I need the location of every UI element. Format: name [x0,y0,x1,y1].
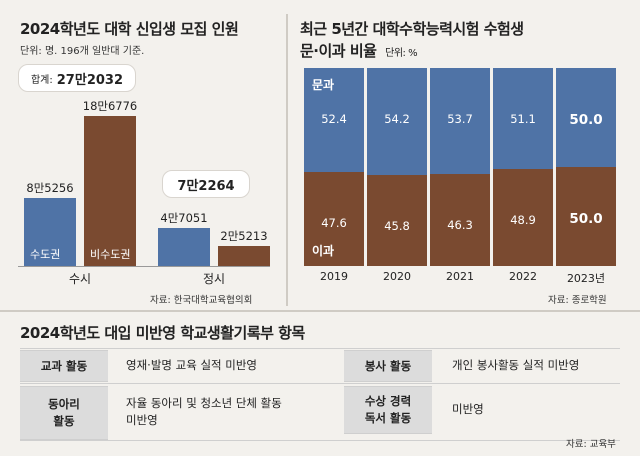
series-label-문과: 문과 [312,78,335,92]
left-chart-unit-note: 단위: 명. 196개 일반대 기준. [20,46,145,57]
bar-수도권-정시 [158,228,210,266]
bar-비수도권-정시 [218,246,270,266]
year-label: 2019 [320,270,348,283]
series-label-수도권: 수도권 [30,248,61,261]
panel-divider [286,14,288,306]
year-label: 2022 [509,270,537,283]
bar-이과-2020 [367,175,427,266]
row-head-club: 동아리 활동 [20,386,108,440]
row-value-curricular: 영재·발명 교육 실적 미반영 [126,357,258,372]
row-head-curricular: 교과 활동 [20,350,108,382]
series-label-이과: 이과 [312,244,335,258]
bar-이과-2022 [493,169,553,266]
left-chart-baseline [18,266,270,267]
table-top-line [20,348,620,349]
segment-value-label: 50.0 [569,112,603,128]
segment-value-label: 54.2 [384,112,410,126]
table-source: 자료: 교육부 [566,439,616,450]
bar-이과-2019 [304,172,364,266]
table-title: 2024학년도 대입 미반영 학교생활기록부 항목 [20,324,305,342]
bar-문과-2020 [367,68,427,175]
year-label: 2021 [446,270,474,283]
bar-문과-2019 [304,68,364,172]
total-prefix: 합계: [30,74,53,86]
segment-value-label: 45.8 [384,219,410,233]
right-chart-source: 자료: 종로학원 [548,295,607,306]
segment-value-label: 51.1 [510,112,536,126]
bar-수도권-수시 [24,198,76,266]
row-value-club: 자율 동아리 및 청소년 단체 활동 미반영 [126,396,282,427]
year-label: 2023년 [566,272,606,285]
bar-문과-2021 [430,68,490,174]
bar-비수도권-수시 [84,116,136,266]
table-mid-line [20,383,620,384]
total-badge: 합계: 27만2032 [18,64,136,92]
bar-이과-2023년 [556,167,616,266]
segment-value-label: 48.9 [510,213,536,227]
series-label-비수도권: 비수도권 [90,248,131,261]
row-head-volunteer: 봉사 활동 [344,350,432,382]
right-chart-subtitle: 문·이과 비율 단위: % [300,40,418,61]
left-chart-title: 2024학년도 대학 신입생 모집 인원 [20,20,239,38]
segment-value-label: 46.3 [447,218,473,232]
right-chart-subtitle-text: 문·이과 비율 [300,42,377,60]
table-bottom-line [20,440,620,441]
bar-문과-2022 [493,68,553,169]
row-value-volunteer: 개인 봉사활동 실적 미반영 [452,357,580,372]
bar-이과-2021 [430,174,490,266]
right-chart-unit: 단위: % [385,48,418,59]
row-head-awards-reading: 수상 경력 독서 활동 [344,386,432,434]
year-label: 2020 [383,270,411,283]
bar-value-label: 18만6776 [82,99,138,113]
left-chart-source: 자료: 한국대학교육협의회 [150,295,253,306]
regular-total-value: 7만2264 [177,178,235,194]
segment-value-label: 53.7 [447,112,473,126]
bar-value-label: 4만7051 [160,211,208,225]
category-label: 수시 [68,272,92,286]
bar-value-label: 8만5256 [26,181,74,195]
regular-total-badge: 7만2264 [162,170,250,198]
bar-문과-2023년 [556,68,616,167]
section-divider [0,310,640,312]
segment-value-label: 52.4 [321,112,347,126]
category-label: 정시 [202,272,226,286]
total-value: 27만2032 [56,72,123,88]
segment-value-label: 50.0 [569,211,603,227]
right-chart-title: 최근 5년간 대학수학능력시험 수험생 [300,20,524,38]
bar-value-label: 2만5213 [220,229,268,243]
row-value-awards-reading: 미반영 [452,401,484,416]
segment-value-label: 47.6 [321,216,347,230]
